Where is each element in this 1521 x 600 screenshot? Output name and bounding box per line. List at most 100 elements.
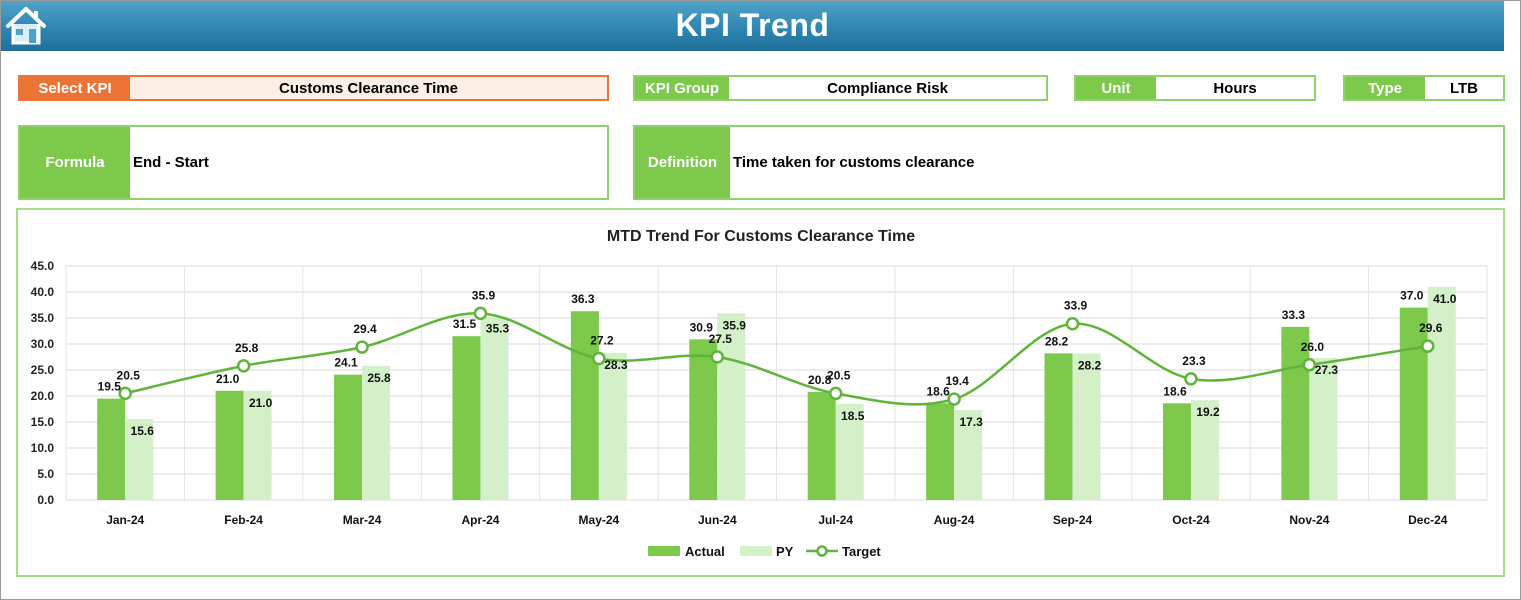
x-tick-label: Dec-24 xyxy=(1408,513,1448,527)
y-tick-label: 40.0 xyxy=(31,285,55,299)
bar-py xyxy=(717,313,746,500)
x-tick-label: May-24 xyxy=(579,513,620,527)
target-point xyxy=(1302,358,1317,372)
x-tick-label: Mar-24 xyxy=(343,513,382,527)
bar-actual xyxy=(215,390,244,500)
data-label-target: 20.5 xyxy=(827,368,851,382)
y-axis-ticks: 0.0 5.0 10.0 15.0 20.0 25.0 30.0 35.0 40.0 45.0 xyxy=(31,259,55,507)
home-icon[interactable] xyxy=(5,5,47,47)
data-label-actual: 37.0 xyxy=(1400,289,1424,303)
bar-py xyxy=(1190,400,1219,500)
data-label-target: 35.9 xyxy=(472,288,496,302)
data-label-actual: 28.2 xyxy=(1045,334,1069,348)
y-tick-label: 25.0 xyxy=(31,363,55,377)
target-point xyxy=(1065,316,1080,331)
data-label-py: 27.3 xyxy=(1315,363,1339,377)
legend-label-actual: Actual xyxy=(685,544,725,559)
bar-py xyxy=(362,365,391,500)
unit-label: Unit xyxy=(1076,77,1156,99)
bar-py xyxy=(1309,358,1338,500)
x-tick-label: Nov-24 xyxy=(1289,513,1329,527)
x-tick-label: Aug-24 xyxy=(934,513,975,527)
formula-label: Formula xyxy=(20,127,130,198)
select-kpi-label: Select KPI xyxy=(20,77,130,99)
legend-swatch-target-marker xyxy=(816,545,828,557)
chart-panel xyxy=(16,208,1505,577)
data-label-target: 29.6 xyxy=(1419,321,1443,335)
select-kpi-field[interactable]: Select KPI Customs Clearance Time xyxy=(18,75,609,101)
type-field: Type LTB xyxy=(1343,75,1505,101)
y-tick-label: 5.0 xyxy=(37,467,54,481)
legend-label-py: PY xyxy=(776,544,794,559)
select-kpi-value[interactable]: Customs Clearance Time xyxy=(130,77,607,99)
bar-actual xyxy=(570,311,599,500)
data-label-actual: 24.1 xyxy=(334,356,358,370)
chart-grid xyxy=(65,265,1488,501)
data-label-py: 17.3 xyxy=(959,415,983,429)
header-bar: KPI Trend xyxy=(1,1,1504,51)
x-tick-label: Jul-24 xyxy=(818,513,853,527)
data-label-target: 20.5 xyxy=(117,368,141,382)
unit-field: Unit Hours xyxy=(1074,75,1316,101)
bar-actual xyxy=(689,339,718,500)
y-tick-label: 15.0 xyxy=(31,415,55,429)
data-label-target: 33.9 xyxy=(1064,299,1088,313)
data-label-py: 19.2 xyxy=(1196,405,1220,419)
data-label-actual: 36.3 xyxy=(571,292,595,306)
bar-actual xyxy=(97,398,126,500)
bar-actual xyxy=(334,374,363,500)
data-label-py: 35.9 xyxy=(723,318,747,332)
target-point xyxy=(1184,372,1198,386)
bar-py xyxy=(835,403,864,500)
data-label-py: 28.3 xyxy=(604,358,628,372)
kpi-group-label: KPI Group xyxy=(635,77,729,99)
bar-actual xyxy=(1281,326,1310,500)
bar-py xyxy=(1072,353,1101,500)
data-label-actual: 20.8 xyxy=(808,373,832,387)
type-label: Type xyxy=(1345,77,1425,99)
bar-actual xyxy=(807,391,836,500)
kpi-group-value: Compliance Risk xyxy=(827,79,948,97)
page-title: KPI Trend xyxy=(675,7,830,43)
x-tick-label: Apr-24 xyxy=(461,513,499,527)
target-point xyxy=(828,386,843,401)
data-label-py: 41.0 xyxy=(1433,292,1457,306)
bar-py xyxy=(598,352,627,500)
target-point xyxy=(236,359,251,373)
data-label-py: 28.2 xyxy=(1078,358,1102,372)
legend-swatch-py xyxy=(740,546,772,556)
bar-py xyxy=(1427,286,1456,500)
bar-py xyxy=(125,418,154,500)
bar-py xyxy=(243,390,272,500)
data-label-py: 25.8 xyxy=(367,371,391,385)
bar-actual xyxy=(926,403,955,500)
legend-swatch-actual xyxy=(648,546,680,556)
target-point xyxy=(710,350,725,364)
data-label-py: 21.0 xyxy=(249,396,273,410)
target-line-layer xyxy=(118,306,1435,406)
data-label-target: 27.5 xyxy=(709,332,733,346)
target-point xyxy=(592,351,606,366)
definition-box: Definition Time taken for customs cleara… xyxy=(633,125,1505,200)
target-point xyxy=(473,306,488,321)
data-label-target: 26.0 xyxy=(1301,340,1325,354)
definition-label: Definition xyxy=(635,127,730,198)
data-label-target: 27.2 xyxy=(590,334,614,348)
data-label-actual: 19.5 xyxy=(98,380,122,394)
data-label-target: 29.4 xyxy=(353,322,377,336)
formula-box: Formula End - Start xyxy=(18,125,609,200)
data-label-actual: 21.0 xyxy=(216,372,240,386)
x-tick-label: Feb-24 xyxy=(224,513,263,527)
x-axis-ticks: Jan-24 Feb-24 Mar-24 Apr-24 May-24 Jun-24 Jul-… xyxy=(106,513,1448,527)
data-label-target: 19.4 xyxy=(945,374,969,388)
bar-actual xyxy=(1044,353,1073,500)
x-tick-label: Sep-24 xyxy=(1053,513,1093,527)
y-tick-label: 35.0 xyxy=(31,311,55,325)
target-point xyxy=(1421,339,1435,353)
definition-value: Time taken for customs clearance xyxy=(733,154,975,171)
unit-value: Hours xyxy=(1213,79,1257,97)
y-tick-label: 20.0 xyxy=(31,389,55,403)
y-tick-label: 0.0 xyxy=(37,493,54,507)
data-label-target: 25.8 xyxy=(235,341,259,355)
